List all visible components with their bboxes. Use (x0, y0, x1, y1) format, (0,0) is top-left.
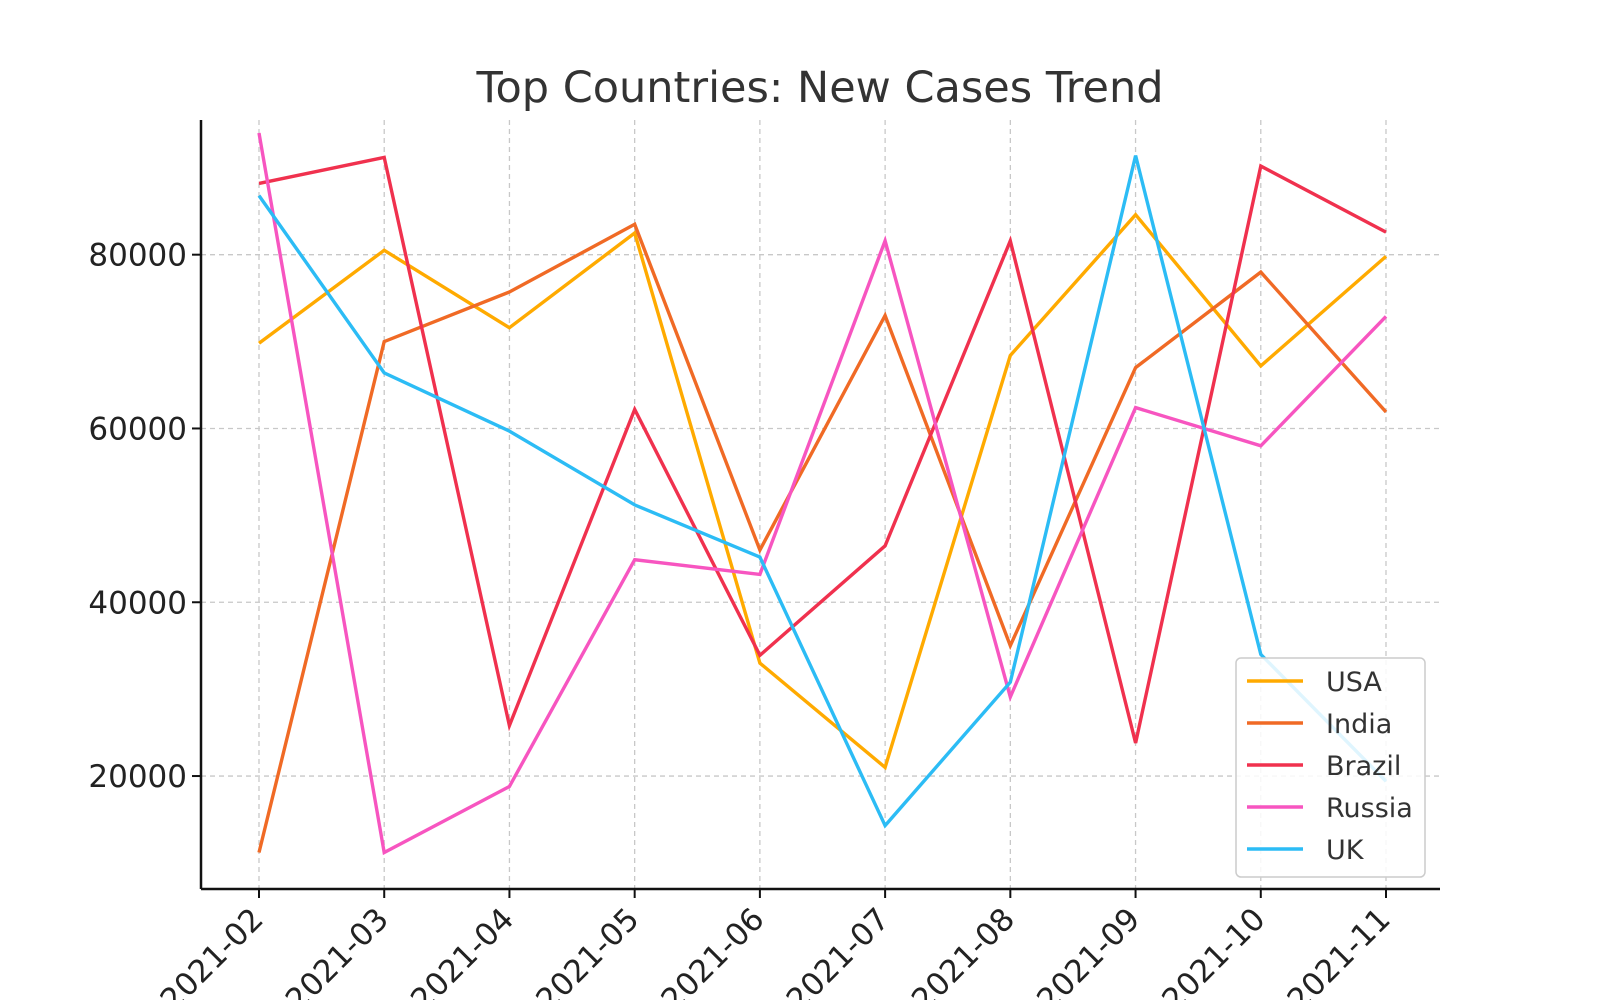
chart-title: Top Countries: New Cases Trend (475, 63, 1163, 113)
x-tick-label: 2021-04 (404, 901, 521, 1000)
series-line-uk (257, 155, 1388, 829)
grid-lines (201, 120, 1440, 889)
series-line-russia (257, 132, 1388, 856)
series-line-india (257, 221, 1388, 853)
series-lines (257, 132, 1388, 856)
x-tick-label: 2021-07 (780, 901, 897, 1000)
legend-box (1235, 657, 1426, 878)
series-line-usa (257, 212, 1388, 771)
x-tick-label: 2021-11 (1281, 901, 1398, 1000)
y-tick-label: 60000 (88, 411, 187, 447)
legend-label-india: India (1326, 709, 1392, 740)
x-tick-label: 2021-03 (279, 901, 396, 1000)
legend: USA India Brazil Russia UK (1235, 657, 1426, 878)
x-tick-label: 2021-10 (1155, 901, 1272, 1000)
x-tick-label: 2021-09 (1030, 901, 1147, 1000)
axes (192, 120, 1440, 898)
x-tick-label: 2021-08 (905, 901, 1022, 1000)
legend-label-uk: UK (1326, 835, 1365, 866)
x-tick-label: 2021-06 (654, 901, 771, 1000)
legend-label-usa: USA (1326, 667, 1382, 698)
y-tick-label: 20000 (88, 759, 187, 795)
legend-label-brazil: Brazil (1326, 751, 1401, 782)
x-tick-label: 2021-02 (154, 901, 271, 1000)
x-tick-label: 2021-05 (529, 901, 646, 1000)
legend-label-russia: Russia (1326, 793, 1413, 824)
series-line-brazil (258, 155, 1387, 744)
y-tick-label: 80000 (88, 238, 187, 274)
y-tick-label: 40000 (88, 585, 187, 621)
